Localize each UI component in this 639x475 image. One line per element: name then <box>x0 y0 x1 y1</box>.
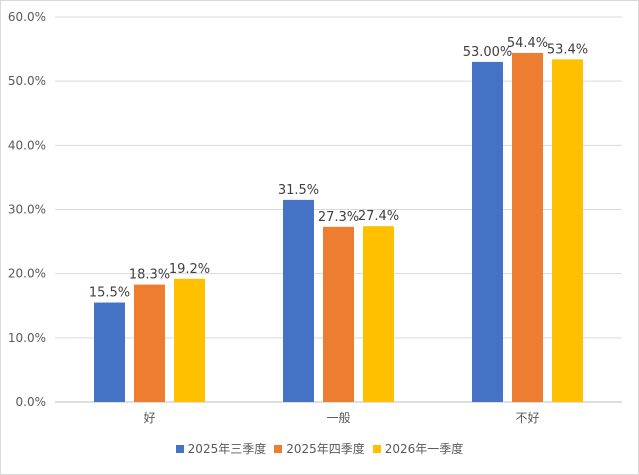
y-tick-label: 30.0% <box>8 203 46 217</box>
bar <box>472 61 503 403</box>
legend-swatch <box>372 444 381 453</box>
y-tick-label: 40.0% <box>8 138 46 152</box>
data-label: 54.4% <box>507 36 548 51</box>
data-label: 19.2% <box>169 262 210 277</box>
bar <box>94 302 125 402</box>
bar <box>552 59 583 402</box>
category-label: 不好 <box>515 411 539 425</box>
legend-item: 2026年一季度 <box>372 440 464 457</box>
bar <box>134 284 165 402</box>
legend: 2025年三季度 2025年四季度 2026年一季度 <box>0 440 639 457</box>
data-label: 18.3% <box>129 268 170 283</box>
bar <box>283 199 314 402</box>
data-label: 15.5% <box>89 286 130 301</box>
legend-swatch <box>274 444 283 453</box>
category-label: 一般 <box>326 410 350 425</box>
category-label: 好 <box>143 411 155 425</box>
bar <box>363 226 394 402</box>
bar-chart: 0.0% 10.0% 20.0% 30.0% 40.0% 50.0% 60.0% 15.5% 1… <box>8 10 622 425</box>
data-label: 53.4% <box>547 42 588 57</box>
bar <box>174 278 205 402</box>
legend-item: 2025年三季度 <box>175 440 267 457</box>
legend-label: 2026年一季度 <box>384 442 464 456</box>
y-tick-label: 50.0% <box>8 74 46 88</box>
data-label: 27.4% <box>358 209 399 224</box>
y-tick-label: 20.0% <box>8 267 46 281</box>
data-label: 53.00% <box>463 45 513 60</box>
data-label: 31.5% <box>278 183 319 198</box>
bar <box>512 52 543 402</box>
legend-item: 2025年四季度 <box>274 440 365 457</box>
legend-swatch <box>175 444 184 453</box>
y-tick-label: 10.0% <box>8 331 46 345</box>
legend-label: 2025年三季度 <box>187 442 267 456</box>
y-tick-label: 60.0% <box>8 10 46 24</box>
data-label: 27.3% <box>318 210 359 225</box>
legend-label: 2025年四季度 <box>286 442 365 456</box>
y-tick-label: 0.0% <box>16 395 47 409</box>
bar <box>323 226 354 402</box>
